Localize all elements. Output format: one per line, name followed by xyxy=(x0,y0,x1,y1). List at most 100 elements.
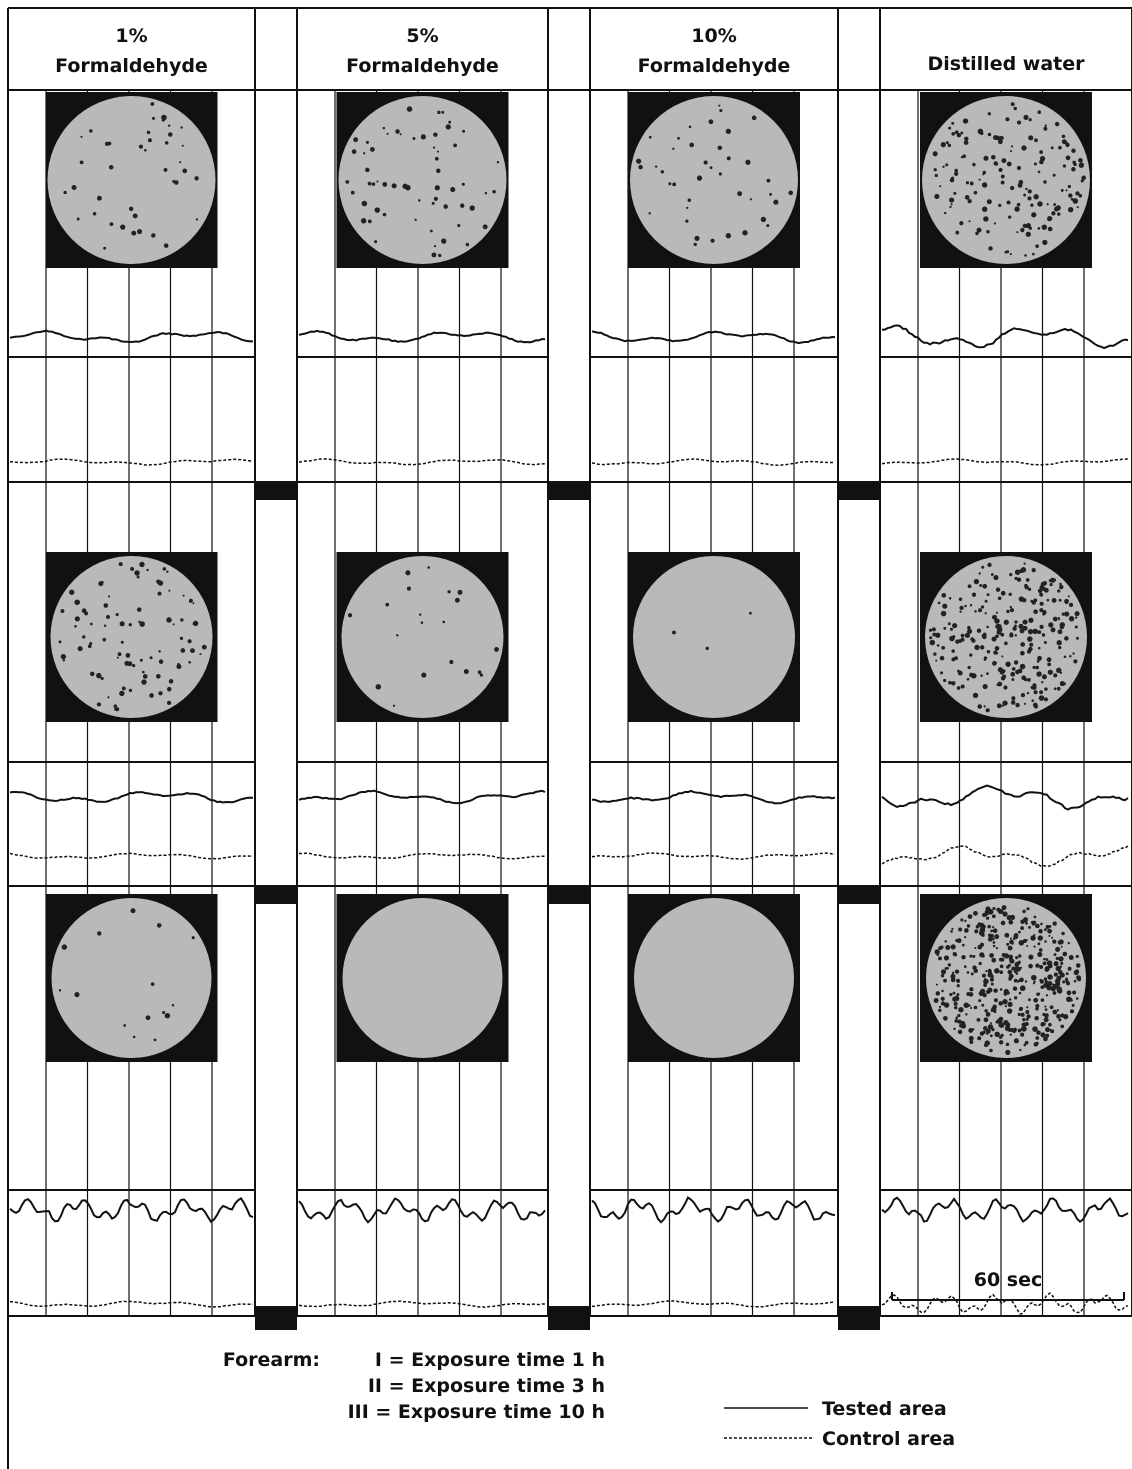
photo-dot xyxy=(366,141,369,144)
photo-dot xyxy=(972,593,976,597)
photo-dot xyxy=(933,151,938,156)
trace xyxy=(882,459,1128,465)
photo-dot xyxy=(988,909,994,915)
photo-dot xyxy=(1054,961,1059,966)
photo-dot xyxy=(1039,608,1043,612)
photo-dot xyxy=(457,224,460,227)
photo-dot xyxy=(945,163,948,166)
photo-dot xyxy=(968,199,972,203)
photo-dot xyxy=(941,142,946,147)
photo-dot xyxy=(1001,181,1005,185)
photo-dot xyxy=(988,133,992,137)
photo-dot xyxy=(1013,986,1017,990)
photo-dot xyxy=(148,138,152,142)
photo-dot xyxy=(742,230,747,235)
photo-dot xyxy=(1048,227,1053,232)
photo-dot xyxy=(1060,625,1064,629)
photo-dot xyxy=(143,674,148,679)
photo-dot xyxy=(446,124,451,129)
photo-dot xyxy=(1051,627,1056,632)
photo-dot xyxy=(974,579,979,584)
photo-dot xyxy=(977,704,982,709)
photo-dot xyxy=(986,230,989,233)
photo-dot xyxy=(1021,675,1026,680)
photo-dot xyxy=(196,218,198,220)
photo-dot xyxy=(942,166,944,168)
photo-dot xyxy=(1044,928,1047,931)
photo-dot xyxy=(1010,186,1014,190)
photo-dot xyxy=(1045,125,1047,127)
photo-dot xyxy=(957,670,960,673)
photo-dot xyxy=(385,603,389,607)
photo-dot xyxy=(1019,1007,1023,1011)
photo-dot xyxy=(953,1028,955,1030)
photo-dot xyxy=(1037,201,1042,206)
photo-dot xyxy=(1048,935,1050,937)
photo-dot xyxy=(1026,223,1031,228)
photo-dot xyxy=(1071,149,1075,153)
photo-dot xyxy=(988,246,992,250)
photo-dot xyxy=(119,562,123,566)
photo-dot xyxy=(1064,636,1069,641)
photo-dot xyxy=(745,160,750,165)
trace xyxy=(299,459,545,465)
photo-dot xyxy=(952,997,957,1002)
photo-dot xyxy=(959,598,962,601)
photo-dot xyxy=(1007,1002,1012,1007)
photo-disc xyxy=(634,898,794,1058)
photo-dot xyxy=(179,161,181,163)
photo-dot xyxy=(1073,198,1079,204)
photo-dot xyxy=(694,243,697,246)
photo-dot xyxy=(116,613,119,616)
photo-dot xyxy=(955,231,959,235)
photo-dot xyxy=(383,213,387,217)
photo-dot xyxy=(402,184,407,189)
photo-dot xyxy=(1044,1005,1046,1007)
photo-dot xyxy=(972,965,976,969)
photo-dot xyxy=(688,199,691,202)
photo-dot xyxy=(137,229,142,234)
photo-dot xyxy=(432,253,437,258)
photo-dot xyxy=(1069,616,1074,621)
photo-dot xyxy=(981,566,984,569)
photo-dot xyxy=(1002,999,1007,1004)
photo-dot xyxy=(1031,212,1036,217)
photo-dot xyxy=(432,202,435,205)
photo-dot xyxy=(1000,988,1003,991)
photo-dot xyxy=(137,576,140,579)
photo-dot xyxy=(1008,964,1011,967)
photo-dot xyxy=(1037,630,1041,634)
photo-dot xyxy=(968,220,970,222)
photo-dot xyxy=(190,648,195,653)
photo-dot xyxy=(1059,583,1062,586)
photo-dot xyxy=(994,968,1000,974)
photo-dot xyxy=(1044,1017,1049,1022)
photo-dot xyxy=(961,156,963,158)
photo-dot xyxy=(980,953,984,957)
photo-dot xyxy=(443,204,448,209)
photo-dot xyxy=(1062,980,1065,983)
photo-dot xyxy=(1051,146,1054,149)
photo-dot xyxy=(986,626,989,629)
photo-dot xyxy=(1034,138,1038,142)
photo-dot xyxy=(976,925,980,929)
photo-dot xyxy=(1024,1044,1027,1047)
trace xyxy=(299,1199,545,1223)
photo-dot xyxy=(434,197,438,201)
photo-dot xyxy=(1044,687,1047,690)
photo-dot xyxy=(1001,921,1006,926)
photo-dot xyxy=(164,168,168,172)
trace xyxy=(882,1293,1128,1314)
photo-dot xyxy=(1008,970,1013,975)
photo-dot xyxy=(983,1026,988,1031)
photo-dot xyxy=(433,132,437,136)
photo-dot xyxy=(957,1014,960,1017)
photo-dot xyxy=(978,999,981,1002)
photo-dot xyxy=(1040,923,1042,925)
photo-dot xyxy=(1014,962,1019,967)
photo-dot xyxy=(943,627,946,630)
photo-dot xyxy=(939,185,941,187)
photo-dot xyxy=(941,611,947,617)
photo-dot xyxy=(1022,1018,1025,1021)
photo-dot xyxy=(161,115,167,121)
